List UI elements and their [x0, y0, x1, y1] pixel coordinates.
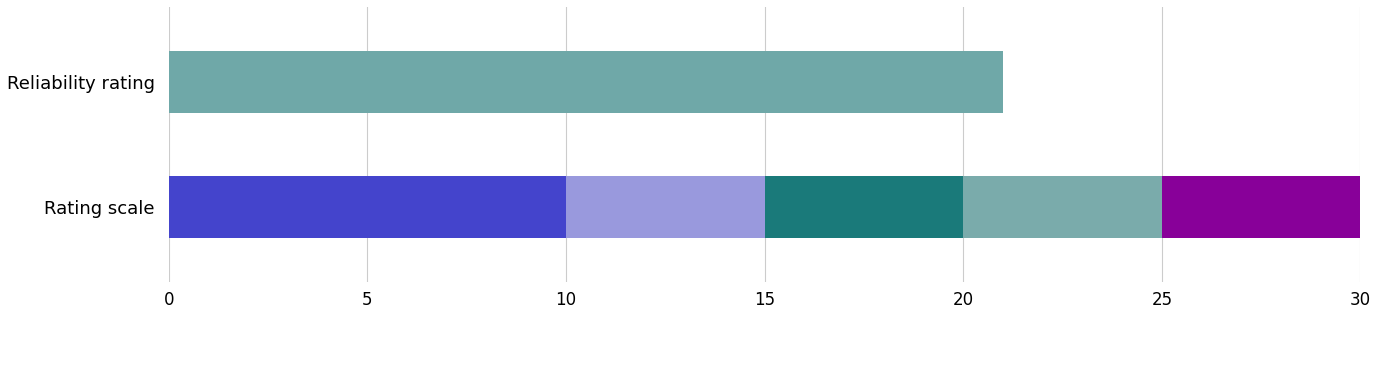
Bar [566, 176, 765, 238]
Bar [169, 51, 1003, 113]
Bar [169, 176, 566, 238]
Bar [765, 176, 963, 238]
Bar [963, 176, 1162, 238]
Bar [1162, 176, 1360, 238]
